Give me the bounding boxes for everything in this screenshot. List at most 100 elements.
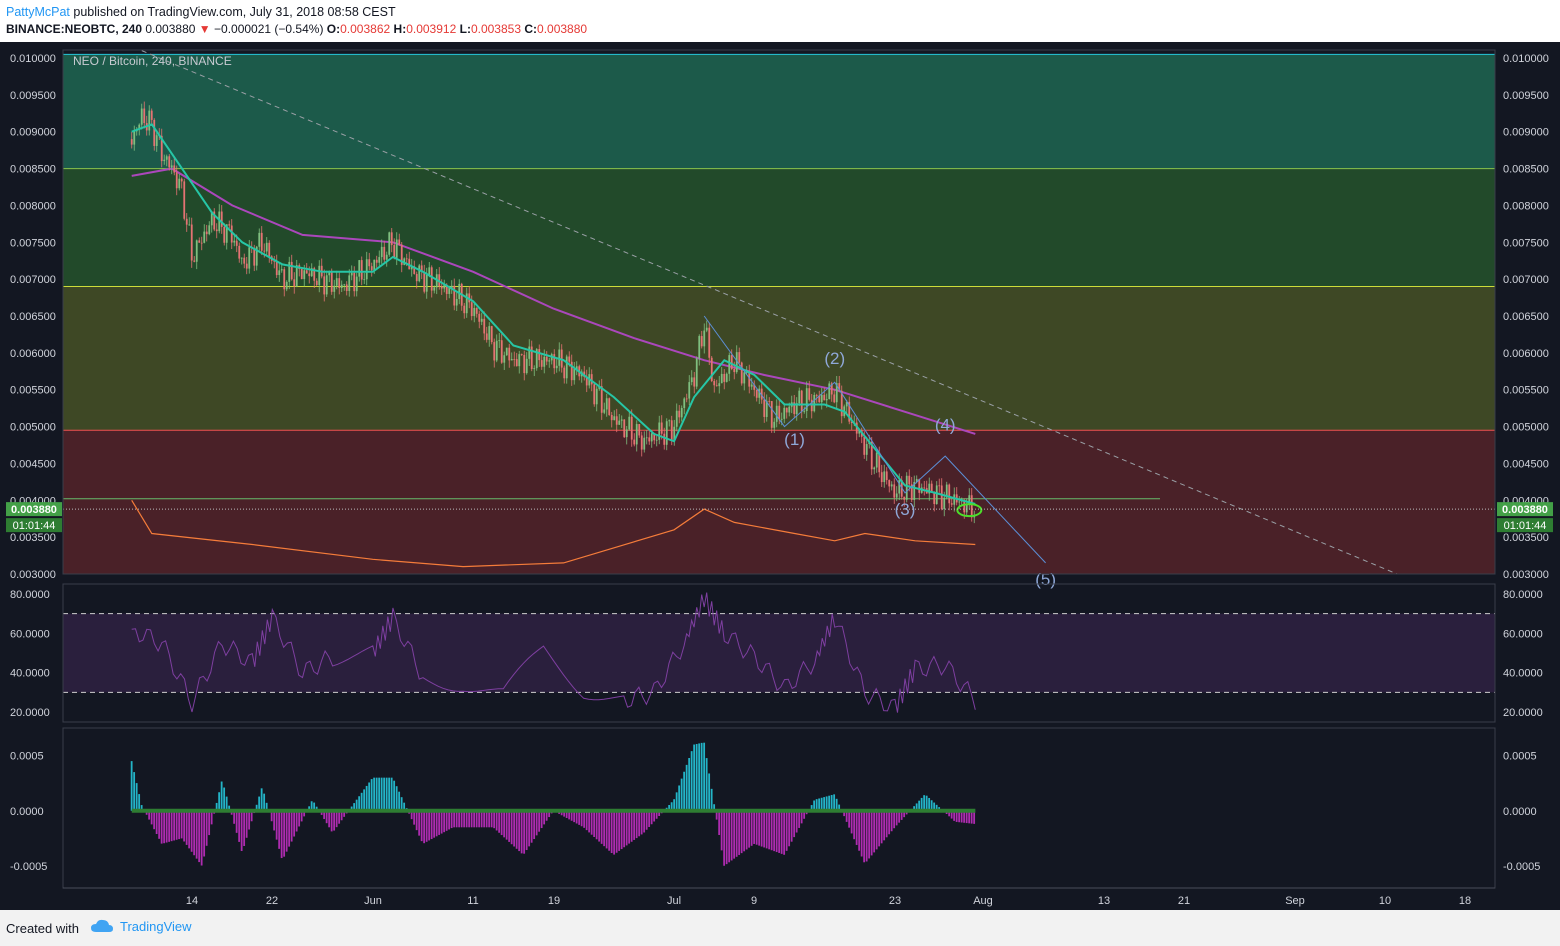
candle-body [773, 421, 776, 428]
chart-canvas[interactable]: (1) (2) (3) (4) (5) NEO / Bitcoin, 240, BINAN… [0, 42, 1560, 910]
candle-body [425, 274, 428, 292]
momentum-bar [385, 777, 388, 811]
momentum-bar [358, 796, 361, 811]
momentum-bar [685, 764, 688, 811]
momentum-bar [433, 810, 436, 838]
momentum-bar [390, 777, 393, 811]
candle-body [783, 407, 786, 419]
candle-body [808, 388, 811, 400]
candle-body [760, 388, 763, 400]
candle-body [530, 346, 533, 370]
momentum-bar [843, 810, 846, 817]
candle-body [273, 260, 276, 262]
candle-body [343, 284, 346, 286]
candle-body [283, 269, 286, 290]
candle-body [608, 398, 611, 415]
momentum-bar [648, 810, 651, 827]
momentum-bar [453, 810, 456, 828]
chart-area[interactable]: (1) (2) (3) (4) (5) NEO / Bitcoin, 240, BINAN… [0, 42, 1560, 910]
momentum-bar [255, 804, 258, 811]
candle-body [953, 494, 956, 505]
momentum-bar [973, 810, 976, 824]
momentum-bar [243, 810, 246, 847]
candle-body [493, 342, 496, 361]
candle-body [675, 410, 678, 427]
close-label: C: [524, 22, 538, 36]
x-tick-9: 9 [751, 895, 757, 907]
candle-body [893, 484, 896, 498]
price-zone-1 [63, 168, 1495, 287]
candle-body [838, 383, 841, 391]
momentum-bar [210, 810, 213, 825]
candle-body [505, 347, 508, 356]
momentum-bar [748, 810, 751, 848]
candle-body [375, 259, 378, 263]
momentum-bar [138, 794, 141, 811]
candle-body [908, 475, 911, 485]
momentum-bar [698, 743, 701, 811]
candle-body [718, 383, 721, 387]
candle-body [850, 421, 853, 424]
momentum-bar [168, 810, 171, 842]
momentum-bar [575, 810, 578, 824]
candle-body [800, 390, 803, 412]
candle-body [685, 398, 688, 400]
candle-body [383, 246, 386, 260]
candle-body [520, 354, 523, 355]
momentum-bar [140, 805, 143, 811]
candle-body [930, 483, 933, 492]
candle-body [655, 439, 658, 441]
momentum-bar [240, 810, 243, 851]
momentum-bar [470, 810, 473, 828]
candle-body [490, 326, 493, 343]
momentum-bar [658, 810, 661, 817]
rsi-tick-right: 20.0000 [1503, 707, 1543, 719]
candle-body [548, 360, 551, 362]
candle-body [673, 426, 676, 441]
open-label: O: [326, 22, 341, 36]
candle-body [360, 260, 363, 280]
candle-body [295, 265, 298, 287]
momentum-bar [293, 810, 296, 837]
candle-body [313, 268, 316, 281]
momentum-bar [248, 810, 251, 830]
candle-body [165, 156, 168, 160]
candle-body [778, 405, 781, 420]
author-link[interactable]: PattyMcPat [6, 5, 70, 19]
momentum-bar [903, 810, 906, 818]
tradingview-link[interactable]: TradingView [90, 918, 192, 934]
momentum-bar [893, 810, 896, 829]
momentum-bar [215, 802, 218, 811]
momentum-tick-right: 0.0000 [1503, 806, 1537, 818]
candle-body [480, 318, 483, 322]
x-tick-13: 13 [1098, 895, 1110, 907]
momentum-bar [755, 810, 758, 845]
momentum-bar [923, 795, 926, 811]
candle-body [220, 211, 223, 227]
momentum-bar [693, 744, 696, 811]
candle-body [153, 119, 156, 146]
momentum-bar [598, 810, 601, 842]
candle-body [540, 360, 543, 367]
candle-body [233, 240, 236, 243]
y-tick-left: 0.007500 [10, 237, 56, 249]
candle-body [720, 373, 723, 384]
rsi-tick-right: 80.0000 [1503, 589, 1543, 601]
momentum-bar [495, 810, 498, 831]
candle-body [888, 480, 891, 487]
momentum-bar [218, 792, 221, 811]
momentum-bar [263, 793, 266, 811]
y-tick-right: 0.009000 [1503, 127, 1549, 139]
candle-body [765, 400, 768, 417]
momentum-bar [443, 810, 446, 833]
momentum-bar [510, 810, 513, 845]
x-tick-11: 11 [467, 895, 478, 907]
candle-body [305, 270, 308, 274]
momentum-bar [763, 810, 766, 848]
momentum-bar [918, 800, 921, 811]
candle-body [245, 263, 248, 269]
candle-body [688, 382, 691, 399]
momentum-bar [718, 810, 721, 835]
candle-body [630, 416, 633, 440]
momentum-bar [160, 810, 163, 844]
